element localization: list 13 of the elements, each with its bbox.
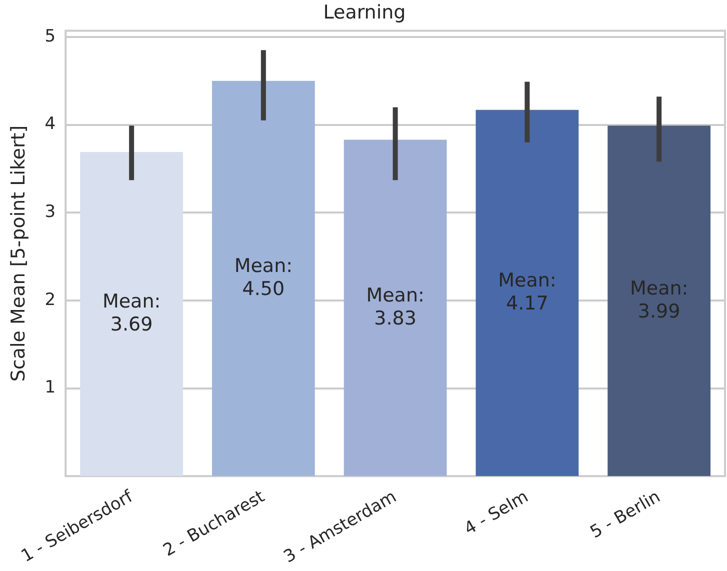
chart-title: Learning <box>323 1 406 24</box>
y-tick-label: 4 <box>44 114 56 134</box>
y-tick-label: 5 <box>44 26 56 46</box>
y-axis-title: Scale Mean [5-point Likert] <box>7 125 30 382</box>
data-label: Mean: 3.99 <box>630 277 688 322</box>
y-tick-label: 2 <box>44 290 56 310</box>
y-tick-label: 3 <box>44 202 56 222</box>
data-label: Mean: 3.69 <box>102 290 161 336</box>
x-tick-label: 4 - Selm <box>461 486 532 540</box>
data-label: Mean: 4.17 <box>498 269 556 314</box>
data-label: Mean: 3.83 <box>366 284 424 330</box>
y-tick-label: 1 <box>44 378 56 398</box>
data-label: Mean: 4.50 <box>234 254 293 300</box>
